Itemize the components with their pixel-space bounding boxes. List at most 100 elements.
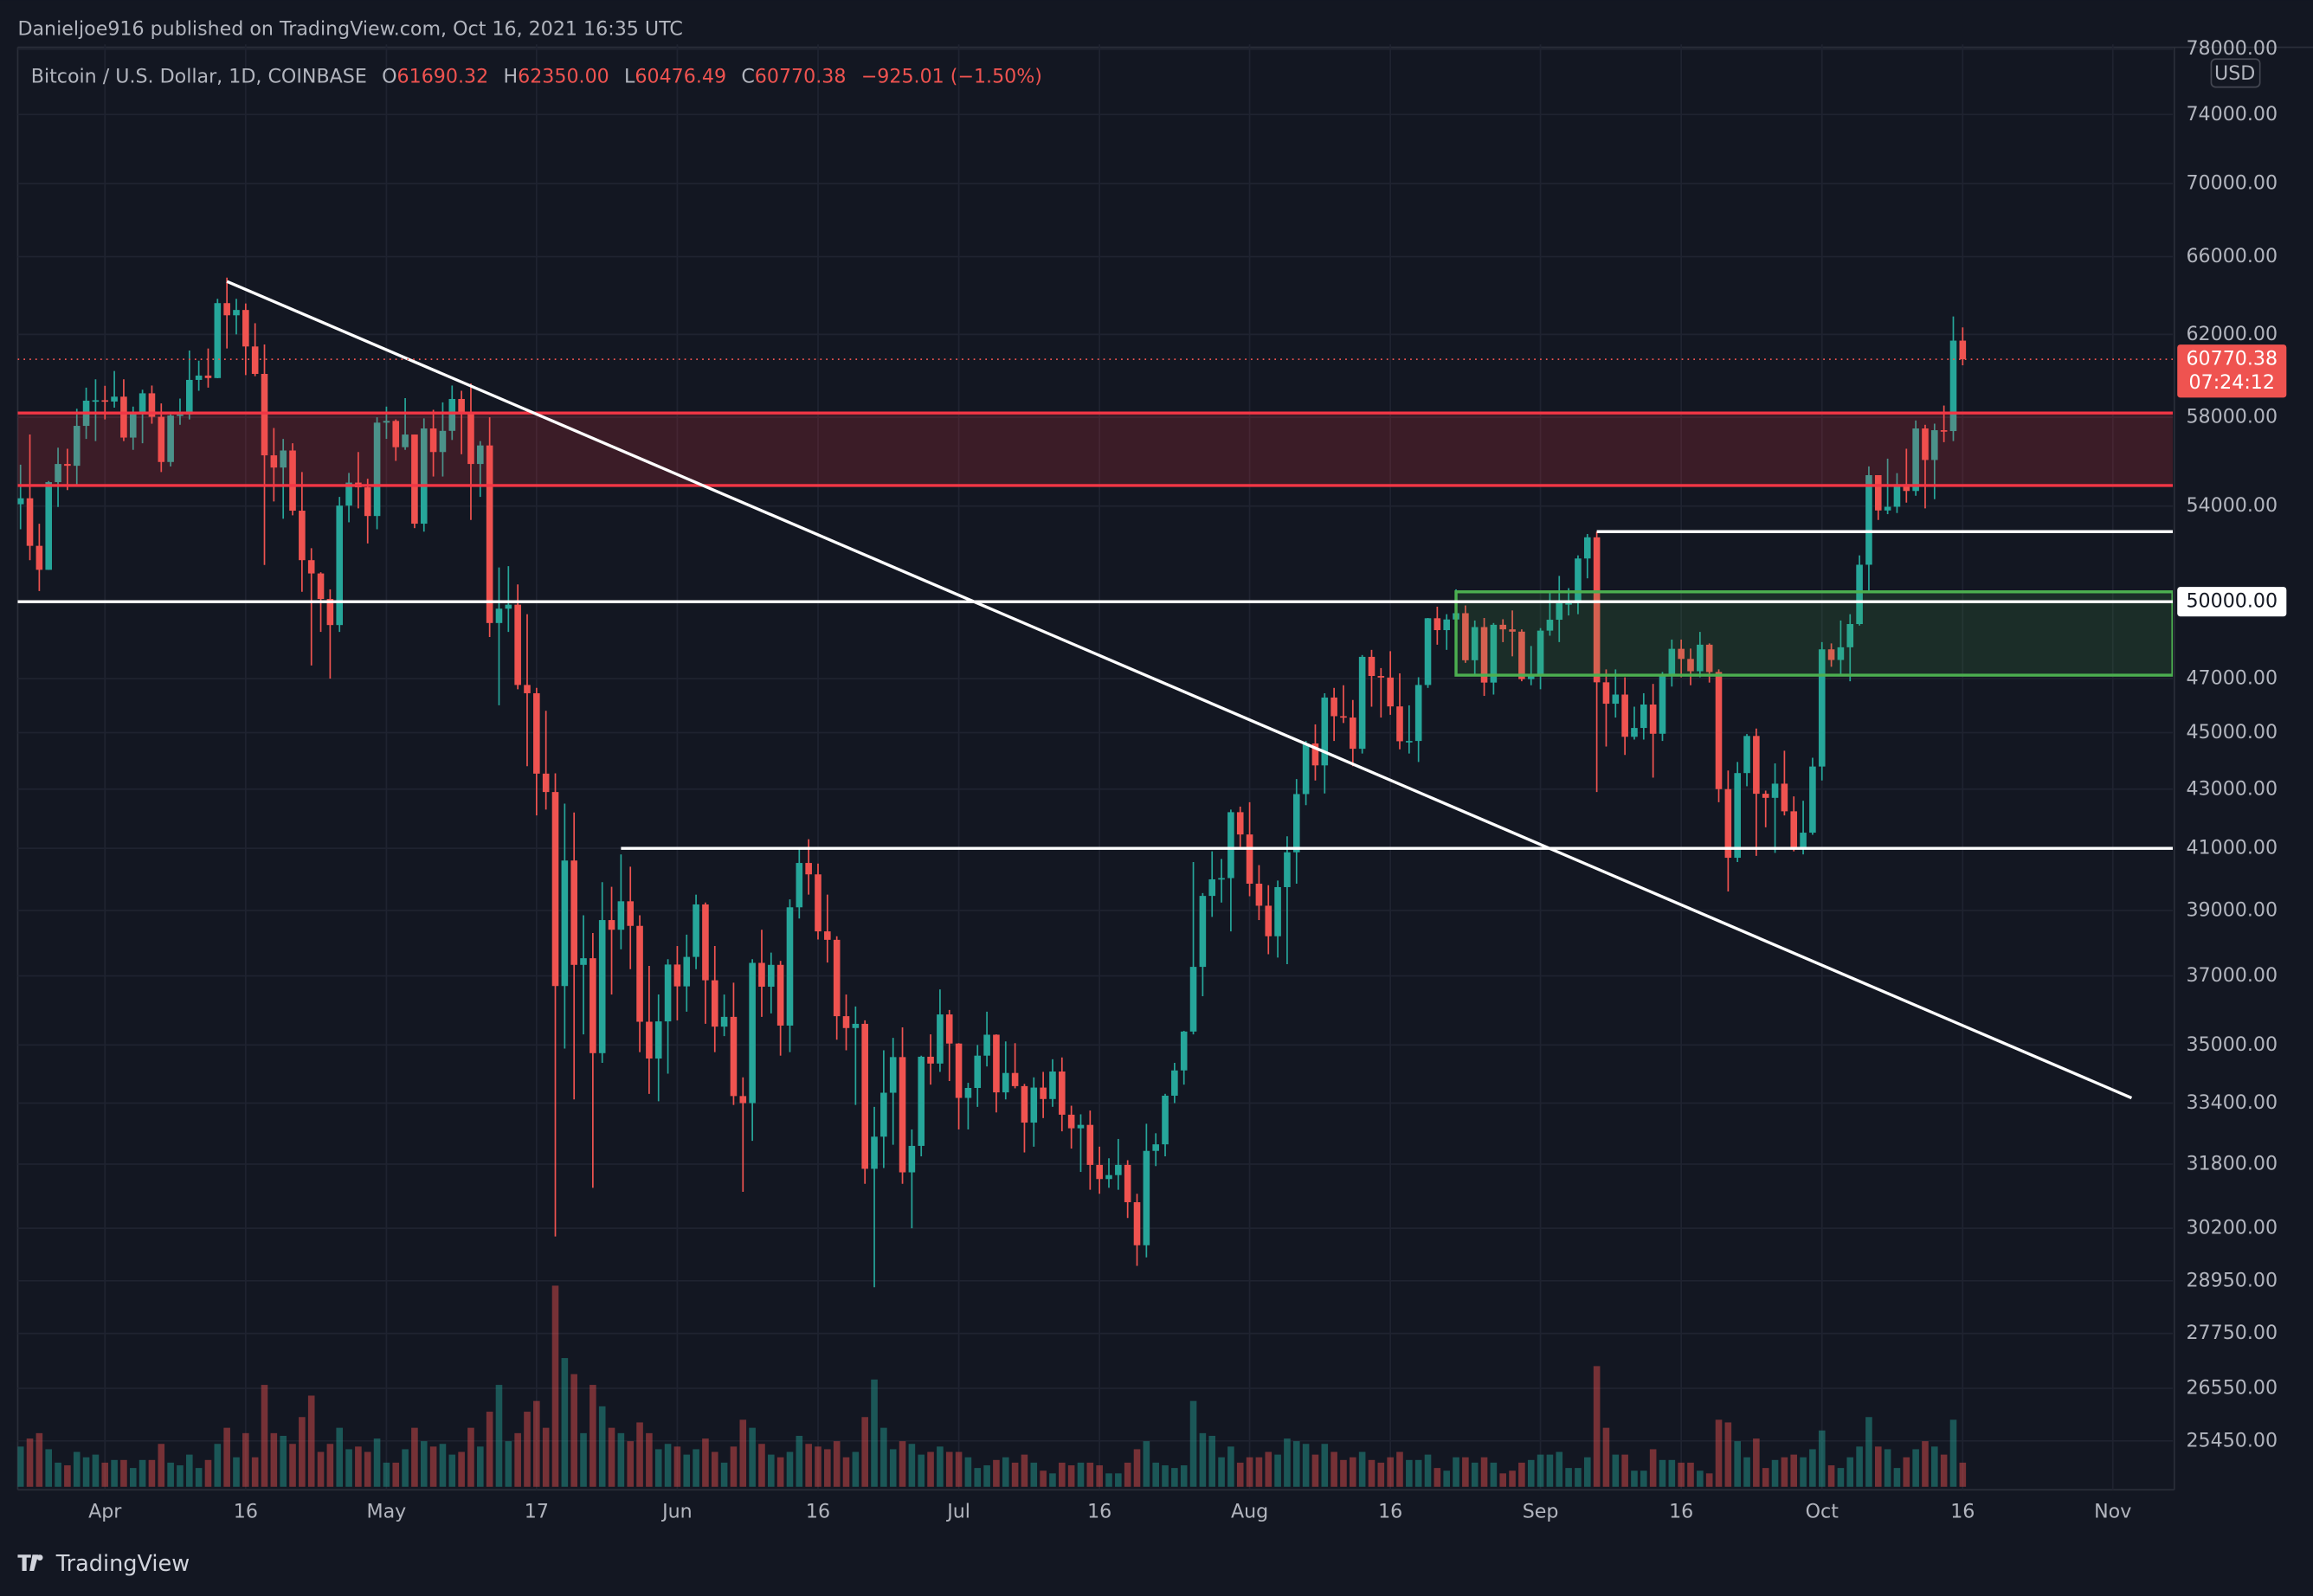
candle-body (326, 599, 334, 626)
candle-body (1678, 648, 1685, 660)
candle-body (1856, 564, 1863, 625)
volume-bar (1471, 1462, 1479, 1487)
candle-body (570, 860, 577, 965)
volume-bar (1931, 1446, 1938, 1487)
candle-body (1377, 676, 1385, 678)
x-tick-label: 16 (1378, 1500, 1402, 1522)
volume-bar (1096, 1465, 1103, 1487)
candle-body (1086, 1124, 1094, 1165)
candle-body (880, 1092, 887, 1137)
volume-bar (299, 1417, 306, 1487)
volume-bar (1311, 1454, 1319, 1487)
volume-bar (1302, 1444, 1310, 1487)
volume-bar (627, 1441, 635, 1487)
volume-bar (542, 1427, 550, 1487)
bar-countdown: 07:24:12 (2189, 371, 2275, 394)
volume-bar (92, 1454, 100, 1487)
candle-body (730, 1016, 738, 1097)
volume-bar (824, 1449, 831, 1487)
x-tick-label: Jun (660, 1500, 693, 1522)
volume-bar (1434, 1468, 1441, 1487)
candle-body (439, 430, 447, 453)
volume-bar (673, 1446, 681, 1487)
candle-body (1640, 704, 1647, 729)
axis-layer: 78000.00 74000.00 70000.00 66000.00 62000.00… (88, 37, 2287, 1522)
candle-body (617, 901, 625, 930)
volume-bar (768, 1454, 775, 1487)
candle-body (307, 560, 315, 574)
volume-bar (1030, 1462, 1038, 1487)
x-tick-label: May (367, 1500, 407, 1522)
candle-body (1424, 618, 1432, 685)
candle-body (429, 428, 437, 453)
volume-bar (1612, 1454, 1620, 1487)
candle-body (420, 428, 428, 524)
volume-bar (1518, 1462, 1525, 1487)
volume-bar (1152, 1462, 1159, 1487)
volume-bar (1790, 1454, 1798, 1487)
candle-body (1311, 743, 1319, 766)
volume-bar (945, 1451, 953, 1487)
currency: USD (2214, 62, 2255, 85)
volume-bar (505, 1441, 512, 1487)
legend-key: C (741, 65, 754, 87)
candle-body (1546, 620, 1554, 631)
volume-bar (429, 1446, 437, 1487)
candle-body (899, 1057, 906, 1173)
candle-body (1800, 833, 1807, 848)
candle-body (1208, 878, 1216, 897)
volume-bar (1678, 1462, 1685, 1487)
volume-bar (195, 1468, 203, 1487)
candle-body (1406, 741, 1413, 743)
candle-body (411, 434, 418, 524)
currency-box (2210, 58, 2261, 88)
candle-body (1002, 1072, 1009, 1093)
legend-key: L (624, 65, 635, 87)
candle-body (514, 604, 521, 685)
volume-bar (1189, 1400, 1197, 1487)
volume-bar (889, 1449, 897, 1487)
x-tick-label: Nov (2094, 1500, 2131, 1522)
volume-bar (411, 1427, 418, 1487)
volume-bar (1922, 1441, 1929, 1487)
volume-bar (111, 1459, 118, 1487)
y-tick-label: 54000.00 (2186, 494, 2278, 517)
volume-bar (1143, 1441, 1150, 1487)
y-tick-label: 27750.00 (2186, 1322, 2278, 1344)
volume-bar (1631, 1471, 1638, 1487)
candle-body (1180, 1031, 1188, 1071)
volume-bar (1086, 1462, 1094, 1487)
legend-value: 60476.49 (635, 65, 726, 87)
candle-body (1499, 624, 1507, 630)
volume-bar (796, 1435, 803, 1487)
volume-bar (937, 1446, 944, 1487)
candle-body (1612, 694, 1620, 705)
volume-bar (402, 1449, 409, 1487)
volume-bar (899, 1441, 906, 1487)
volume-bar (561, 1358, 569, 1487)
candle-body (1067, 1114, 1075, 1129)
candle-body (35, 545, 43, 570)
candle-body (776, 964, 784, 1026)
candle-body (120, 396, 127, 438)
x-tick-label: Oct (1806, 1500, 1839, 1522)
volume-bar (1292, 1441, 1300, 1487)
volume-bar (1236, 1462, 1244, 1487)
candle-body (1518, 631, 1525, 679)
candle-body (542, 773, 550, 793)
volume-bar (55, 1462, 61, 1487)
volume-bar (326, 1444, 334, 1487)
candle-body (1189, 967, 1197, 1032)
candle-body (1931, 430, 1938, 460)
candle-body (824, 931, 831, 940)
volume-bar (486, 1412, 493, 1487)
volume-bar (1715, 1419, 1723, 1487)
candle-body (1387, 677, 1394, 707)
candle-body (1049, 1072, 1056, 1099)
y-tick-label: 35000.00 (2186, 1033, 2278, 1056)
candle-body (195, 375, 203, 380)
volume-bar (1874, 1446, 1882, 1487)
legend-value: 61690.32 (397, 65, 489, 87)
candle-body (467, 412, 474, 465)
volume-bar (1350, 1457, 1356, 1487)
